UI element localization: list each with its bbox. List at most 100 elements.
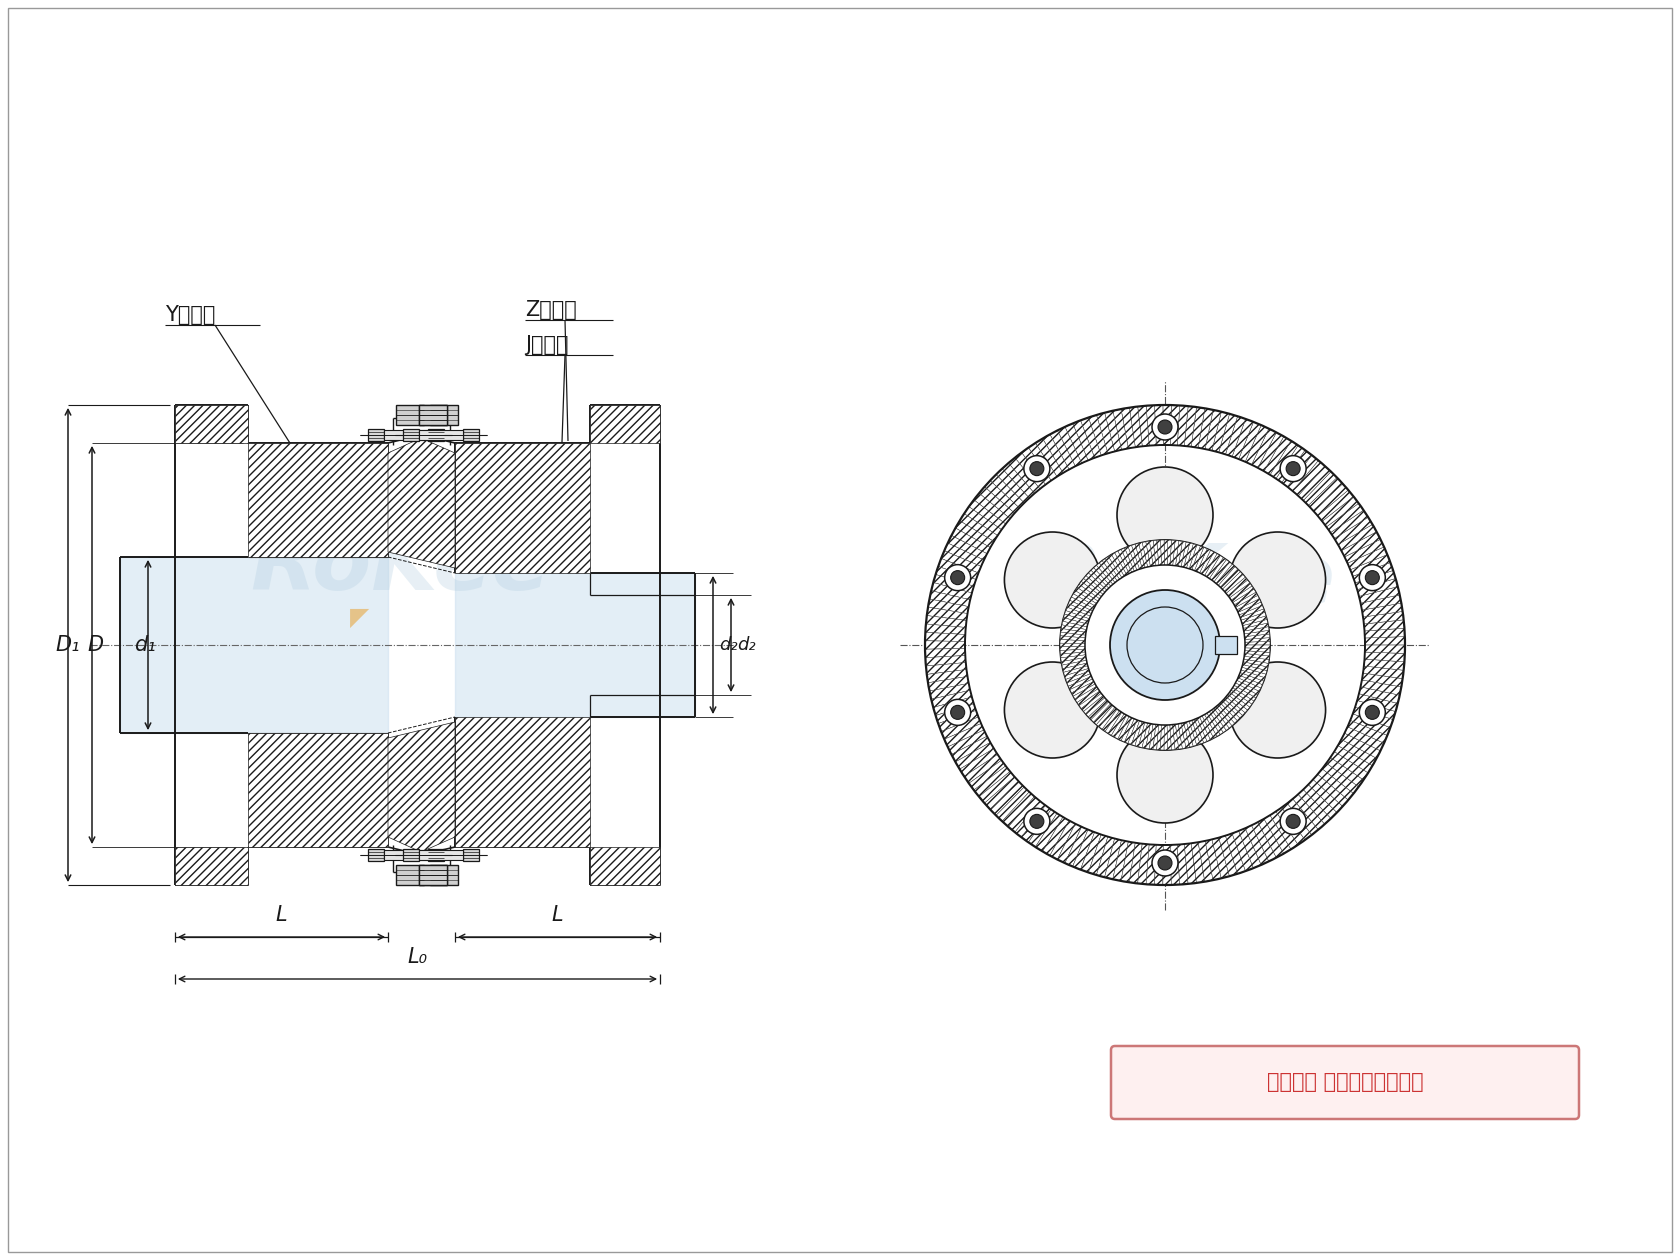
Circle shape <box>944 699 971 726</box>
Polygon shape <box>455 717 590 847</box>
Polygon shape <box>1060 629 1085 635</box>
Polygon shape <box>1331 510 1368 538</box>
Polygon shape <box>1164 541 1168 564</box>
Circle shape <box>1117 467 1213 563</box>
Polygon shape <box>1184 722 1193 747</box>
Polygon shape <box>1206 556 1223 578</box>
Polygon shape <box>1063 614 1089 624</box>
Polygon shape <box>979 486 1015 519</box>
Polygon shape <box>455 573 696 717</box>
Polygon shape <box>175 404 249 444</box>
Polygon shape <box>1344 539 1384 563</box>
Polygon shape <box>1238 602 1262 615</box>
Polygon shape <box>1243 659 1268 667</box>
Polygon shape <box>1075 587 1099 604</box>
Polygon shape <box>926 633 966 641</box>
Polygon shape <box>1225 575 1245 593</box>
Polygon shape <box>1068 601 1092 614</box>
Polygon shape <box>1191 842 1205 883</box>
Polygon shape <box>941 551 981 573</box>
Bar <box>418 866 447 885</box>
Text: d₁: d₁ <box>134 635 156 655</box>
Circle shape <box>1060 541 1270 750</box>
Polygon shape <box>1075 687 1099 703</box>
Polygon shape <box>1070 679 1094 693</box>
Polygon shape <box>1089 834 1107 874</box>
Bar <box>418 866 447 885</box>
Polygon shape <box>1243 620 1268 629</box>
Polygon shape <box>926 616 966 627</box>
Polygon shape <box>1065 827 1089 867</box>
Text: D₁: D₁ <box>55 635 81 655</box>
Polygon shape <box>1218 567 1238 587</box>
Polygon shape <box>1245 654 1270 660</box>
Polygon shape <box>1238 828 1262 868</box>
Text: d₂: d₂ <box>738 636 756 654</box>
Polygon shape <box>1094 566 1112 586</box>
Circle shape <box>1280 456 1305 481</box>
Polygon shape <box>1112 714 1127 737</box>
Polygon shape <box>929 591 969 606</box>
Circle shape <box>1230 662 1326 759</box>
Text: D: D <box>87 635 104 655</box>
Polygon shape <box>1228 692 1250 709</box>
Polygon shape <box>1117 717 1132 741</box>
Polygon shape <box>1359 687 1399 703</box>
Bar <box>385 430 428 440</box>
Polygon shape <box>1299 466 1331 500</box>
Polygon shape <box>1072 829 1095 869</box>
Polygon shape <box>1243 662 1268 670</box>
Circle shape <box>1127 607 1203 683</box>
Polygon shape <box>1314 774 1349 806</box>
Polygon shape <box>1043 435 1068 472</box>
Polygon shape <box>1364 620 1404 631</box>
Polygon shape <box>1074 421 1095 460</box>
Polygon shape <box>1139 543 1147 567</box>
Polygon shape <box>1352 707 1393 727</box>
Polygon shape <box>1127 546 1139 570</box>
Polygon shape <box>1231 586 1253 602</box>
Polygon shape <box>1149 724 1156 750</box>
Circle shape <box>944 564 971 591</box>
Polygon shape <box>951 528 990 553</box>
Polygon shape <box>1062 625 1087 633</box>
Polygon shape <box>1258 819 1284 858</box>
Polygon shape <box>1282 803 1312 840</box>
Polygon shape <box>1171 844 1179 885</box>
Polygon shape <box>1077 585 1100 601</box>
Polygon shape <box>1161 724 1164 750</box>
Polygon shape <box>1178 406 1188 446</box>
Polygon shape <box>1223 572 1243 591</box>
Polygon shape <box>1362 604 1403 617</box>
Polygon shape <box>1243 626 1268 634</box>
Polygon shape <box>1245 630 1270 636</box>
Polygon shape <box>926 663 966 674</box>
Polygon shape <box>1060 640 1085 644</box>
Polygon shape <box>1097 563 1116 585</box>
Polygon shape <box>1171 404 1179 445</box>
Text: RoKee: RoKee <box>250 525 549 609</box>
Polygon shape <box>1364 645 1404 654</box>
Polygon shape <box>1210 709 1226 732</box>
Polygon shape <box>926 649 966 658</box>
Polygon shape <box>1158 724 1161 750</box>
Polygon shape <box>1137 406 1149 446</box>
Polygon shape <box>1233 685 1255 701</box>
Polygon shape <box>1238 422 1262 461</box>
Polygon shape <box>1015 801 1045 838</box>
Polygon shape <box>1072 593 1095 609</box>
Polygon shape <box>1132 721 1142 746</box>
Circle shape <box>1359 564 1386 591</box>
Polygon shape <box>1242 668 1267 678</box>
Circle shape <box>1085 564 1245 724</box>
Polygon shape <box>249 444 388 557</box>
Polygon shape <box>996 788 1030 822</box>
Polygon shape <box>990 782 1025 815</box>
Polygon shape <box>1089 571 1109 590</box>
Polygon shape <box>1351 554 1391 576</box>
Polygon shape <box>1240 609 1265 620</box>
Polygon shape <box>1243 622 1268 631</box>
Polygon shape <box>1168 541 1171 566</box>
Polygon shape <box>1015 452 1045 489</box>
Polygon shape <box>1235 592 1258 607</box>
